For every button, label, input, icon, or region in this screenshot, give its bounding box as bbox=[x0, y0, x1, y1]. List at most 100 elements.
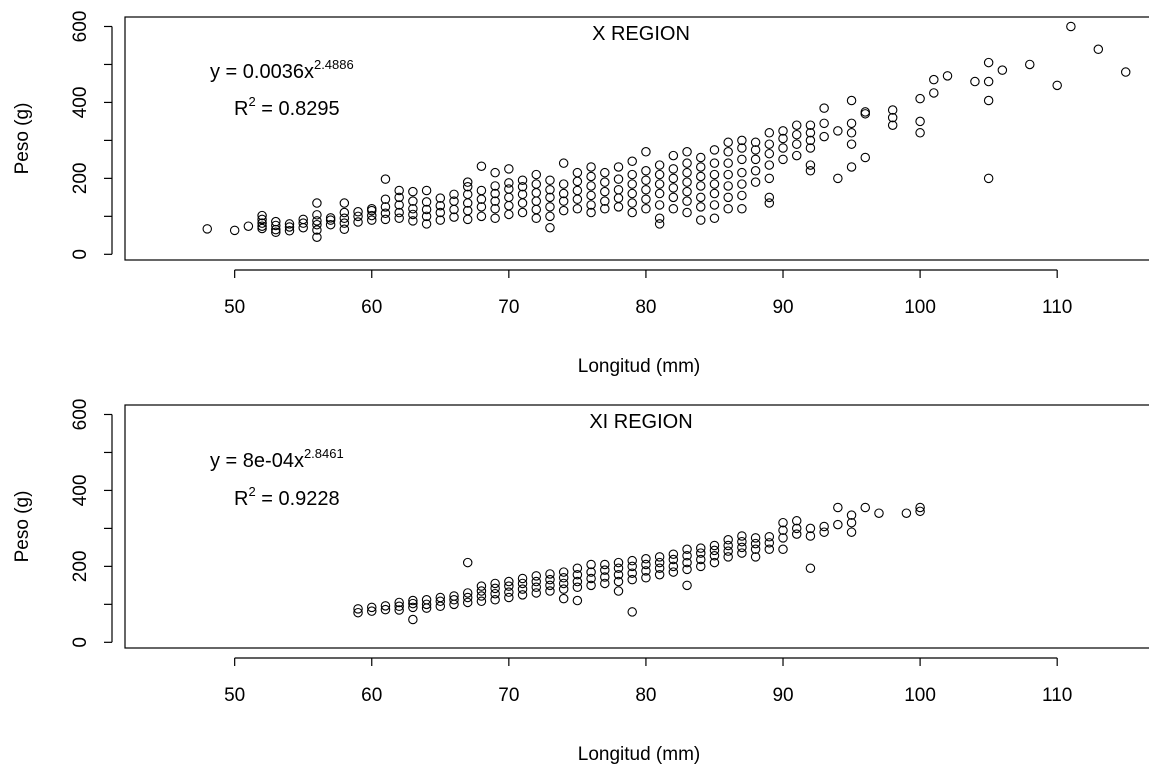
data-point bbox=[833, 502, 843, 513]
data-point bbox=[613, 576, 624, 587]
data-point bbox=[846, 517, 857, 528]
data-point bbox=[654, 188, 665, 199]
panel-x-region: 50 60 70 80 90 100 110 0 200 400 600 Peso (g) Longit… bbox=[12, 11, 1149, 377]
data-point bbox=[764, 128, 775, 138]
data-point bbox=[668, 203, 679, 214]
data-point bbox=[449, 196, 459, 206]
data-point bbox=[791, 120, 802, 130]
data-point bbox=[229, 225, 240, 236]
data-point bbox=[887, 112, 898, 123]
data-point bbox=[408, 186, 418, 197]
data-point bbox=[654, 557, 665, 568]
data-point bbox=[682, 186, 692, 197]
data-point bbox=[654, 219, 665, 229]
data-point bbox=[654, 169, 665, 180]
data-point bbox=[723, 192, 733, 203]
data-point bbox=[545, 202, 555, 212]
data-point bbox=[641, 194, 651, 205]
data-point bbox=[737, 542, 747, 553]
data-point bbox=[476, 161, 487, 171]
x-tick-label: 110 bbox=[1042, 297, 1072, 318]
data-point bbox=[380, 174, 391, 184]
x-tick-label: 100 bbox=[904, 297, 936, 318]
data-point bbox=[682, 550, 692, 561]
data-point bbox=[517, 573, 528, 584]
data-point bbox=[531, 588, 542, 598]
data-point bbox=[860, 107, 871, 117]
data-point bbox=[421, 219, 432, 229]
x-tick-label: 80 bbox=[635, 685, 656, 706]
data-point bbox=[504, 184, 514, 194]
data-point bbox=[737, 536, 747, 547]
y-tick-label: 200 bbox=[70, 163, 91, 195]
data-point bbox=[668, 192, 679, 203]
data-point bbox=[449, 591, 459, 601]
data-point bbox=[600, 203, 610, 214]
data-point bbox=[846, 162, 857, 172]
data-point bbox=[490, 578, 500, 589]
data-point bbox=[709, 179, 720, 189]
data-point bbox=[462, 189, 473, 200]
data-point bbox=[394, 601, 404, 611]
data-point bbox=[421, 197, 432, 207]
data-point bbox=[627, 561, 637, 572]
data-point bbox=[408, 209, 418, 220]
data-point bbox=[572, 167, 583, 178]
data-point bbox=[791, 139, 802, 149]
data-point bbox=[696, 152, 706, 163]
data-point bbox=[339, 224, 350, 234]
data-point bbox=[1093, 44, 1104, 55]
data-point bbox=[696, 192, 706, 203]
data-point bbox=[737, 154, 747, 165]
data-point bbox=[490, 595, 500, 605]
data-point bbox=[778, 154, 788, 165]
data-point bbox=[791, 529, 802, 539]
x-tick-label: 110 bbox=[1042, 685, 1072, 706]
data-point bbox=[668, 150, 679, 161]
data-point bbox=[421, 204, 432, 215]
data-point bbox=[805, 143, 816, 153]
y-tick-label: 200 bbox=[70, 551, 91, 583]
data-point bbox=[312, 232, 322, 242]
data-point bbox=[613, 185, 624, 195]
data-point bbox=[367, 602, 377, 613]
data-point bbox=[394, 207, 404, 218]
data-point bbox=[600, 196, 610, 206]
data-point bbox=[791, 150, 802, 161]
data-point bbox=[421, 599, 432, 610]
data-point bbox=[257, 223, 267, 234]
data-point bbox=[586, 573, 596, 584]
data-point bbox=[202, 224, 213, 234]
data-point bbox=[600, 578, 610, 589]
data-point bbox=[517, 175, 528, 186]
data-point bbox=[641, 566, 651, 576]
data-point bbox=[394, 200, 404, 210]
data-point bbox=[696, 543, 706, 553]
y-tick-label: 0 bbox=[70, 249, 91, 260]
data-point bbox=[860, 109, 871, 119]
data-point bbox=[627, 207, 637, 218]
data-point bbox=[600, 167, 610, 178]
data-point bbox=[915, 116, 925, 127]
y-tick-label: 600 bbox=[70, 399, 91, 431]
data-point bbox=[586, 181, 596, 191]
data-point bbox=[723, 540, 733, 551]
data-point bbox=[860, 152, 871, 163]
data-point bbox=[353, 217, 363, 227]
regression-equation: y = 8e-04x2.8461 bbox=[210, 446, 344, 472]
data-point bbox=[737, 531, 747, 541]
data-point bbox=[408, 598, 418, 609]
data-point bbox=[586, 559, 596, 570]
y-tick-label: 400 bbox=[70, 87, 91, 119]
data-point bbox=[696, 561, 706, 572]
data-point bbox=[846, 128, 857, 138]
data-point bbox=[805, 531, 816, 541]
data-point bbox=[572, 194, 583, 205]
data-point bbox=[408, 614, 418, 625]
data-point bbox=[490, 203, 500, 214]
data-point bbox=[504, 581, 514, 591]
data-point bbox=[709, 213, 720, 223]
data-point bbox=[696, 162, 706, 172]
data-point bbox=[778, 533, 788, 543]
data-point bbox=[435, 193, 446, 203]
